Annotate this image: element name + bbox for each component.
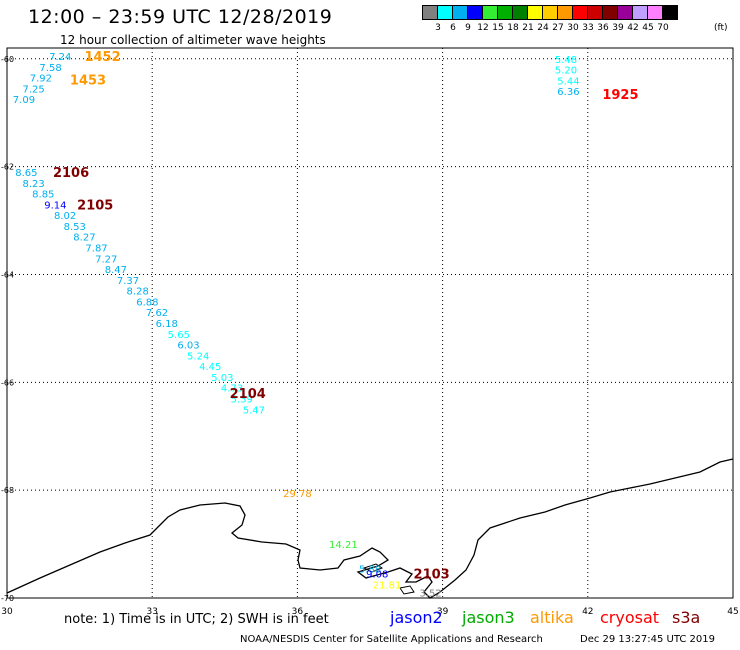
wave-height-value: 6.88 — [136, 297, 158, 308]
colorbar-label: 21 — [522, 23, 534, 33]
wave-height-value: 3.52 — [419, 589, 441, 600]
antarctic-coastline — [6, 458, 734, 599]
wave-height-value: 8.23 — [22, 179, 44, 190]
legend-jason3: jason3 — [462, 608, 515, 627]
longitude-tick-label: 36 — [292, 607, 304, 617]
wave-height-value: 7.92 — [30, 74, 52, 85]
wave-height-value: 21.81 — [373, 581, 402, 592]
wave-height-value: 6.18 — [156, 319, 178, 330]
wave-height-colorbar — [422, 5, 678, 20]
latitude-tick-label: -64 — [1, 270, 14, 279]
wave-height-value: 6.03 — [177, 341, 199, 352]
colorbar-label: 39 — [612, 23, 624, 33]
longitude-tick-label: 39 — [437, 607, 449, 617]
wave-height-value: 7.25 — [22, 84, 44, 95]
wave-height-value: 8.47 — [105, 265, 127, 276]
wave-height-value: 29.78 — [283, 489, 312, 500]
colorbar-unit: (ft) — [714, 23, 728, 33]
legend-cryosat: cryosat — [600, 608, 660, 627]
legend-s3a: s3a — [672, 608, 701, 627]
colorbar-label: 36 — [597, 23, 609, 33]
wave-height-value: 5.44 — [557, 76, 579, 87]
coastal-island — [362, 563, 384, 573]
wave-height-value: 7.27 — [95, 254, 117, 265]
longitude-tick-label: 30 — [1, 607, 13, 617]
wave-height-value: 7.87 — [85, 244, 107, 255]
longitude-tick-label: 33 — [146, 607, 157, 617]
pass-time-label: 1452 — [84, 50, 120, 65]
colorbar-label: 42 — [627, 23, 639, 33]
wave-height-value: 5.03 — [211, 373, 233, 384]
pass-time-label: 2105 — [77, 198, 113, 213]
wave-height-value: 7.58 — [39, 63, 61, 74]
wave-height-value: 5.20 — [555, 66, 577, 77]
wave-height-value: 9.14 — [44, 200, 66, 211]
colorbar-swatch — [662, 5, 678, 20]
pass-time-label: 1453 — [70, 73, 106, 88]
wave-height-value: 8.28 — [127, 287, 149, 298]
map-frame — [6, 47, 734, 599]
pass-time-label: 1925 — [602, 88, 638, 103]
wave-height-value: 8.53 — [64, 222, 86, 233]
wave-height-value: 5.24 — [187, 351, 209, 362]
wave-height-value: 4.45 — [199, 362, 221, 373]
wave-height-value: 5.65 — [168, 330, 190, 341]
map-title: 12:00 – 23:59 UTC 12/28/2019 — [28, 6, 333, 28]
latitude-tick-label: -62 — [1, 163, 14, 172]
wave-height-value: 8.02 — [54, 211, 76, 222]
colorbar-label: 15 — [492, 23, 504, 33]
legend-altika: altika — [530, 608, 574, 627]
credit-line: NOAA/NESDIS Center for Satellite Applica… — [240, 634, 543, 645]
wave-height-value: 5.39 — [231, 394, 253, 405]
wave-height-value: 8.65 — [15, 168, 37, 179]
colorbar-labels: 3 6 9 12 15 18 21 24 27 30 33 36 39 42 45 70 — [422, 23, 740, 35]
colorbar-label: 3 — [435, 23, 441, 33]
colorbar-label: 45 — [642, 23, 654, 33]
latitude-tick-label: -70 — [1, 594, 14, 603]
pass-time-label: 2103 — [414, 568, 450, 583]
longitude-tick-label: 42 — [582, 607, 593, 617]
wave-height-value: 5.47 — [243, 405, 265, 416]
colorbar-label: 12 — [477, 23, 489, 33]
longitude-tick-label: 45 — [727, 607, 738, 617]
colorbar-label: 24 — [537, 23, 549, 33]
wave-height-value: 8.85 — [32, 190, 54, 201]
wave-height-value: 8.27 — [73, 233, 95, 244]
wave-height-value: 7.24 — [49, 52, 71, 63]
latitude-tick-label: -66 — [1, 378, 14, 387]
wave-height-value: 7.62 — [146, 308, 168, 319]
map-subtitle: 12 hour collection of altimeter wave hei… — [60, 33, 326, 47]
generated-timestamp: Dec 29 13:27:45 UTC 2019 — [580, 634, 715, 645]
latitude-tick-label: -68 — [1, 486, 14, 495]
wave-height-value: 5.48 — [555, 55, 577, 66]
wave-height-value: 7.09 — [13, 95, 35, 106]
pass-time-label: 2104 — [230, 387, 266, 402]
coastal-island — [399, 585, 415, 595]
colorbar-label: 33 — [582, 23, 594, 33]
footnote: note: 1) Time is in UTC; 2) SWH is in fe… — [64, 612, 329, 627]
legend-jason2: jason2 — [390, 608, 443, 627]
wave-height-value: 4.73 — [221, 384, 243, 395]
colorbar-label: 9 — [465, 23, 471, 33]
wave-height-value: 5.88 — [359, 564, 381, 575]
wave-height-value: 9.08 — [366, 570, 388, 581]
latitude-tick-label: -60 — [1, 55, 14, 64]
colorbar-label: 27 — [552, 23, 564, 33]
colorbar-label: 70 — [657, 23, 669, 33]
colorbar-label: 6 — [450, 23, 456, 33]
pass-time-label: 2106 — [53, 166, 89, 181]
wave-height-value: 7.37 — [117, 276, 139, 287]
wave-height-value: 6.36 — [557, 87, 579, 98]
colorbar-label: 18 — [507, 23, 519, 33]
colorbar-label: 30 — [567, 23, 579, 33]
wave-height-value: 14.21 — [329, 540, 358, 551]
